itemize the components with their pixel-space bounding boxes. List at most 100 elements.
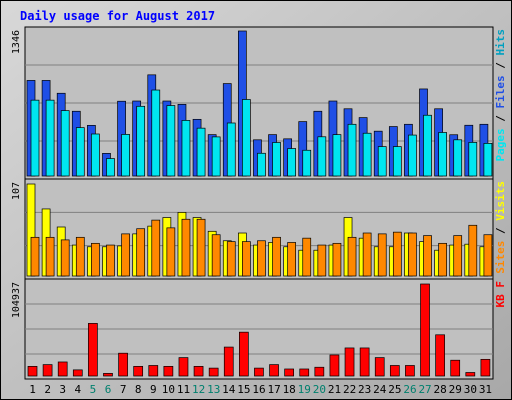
- x-label-day-28: 28: [434, 383, 447, 396]
- bar-kb-f-3: [57, 361, 68, 377]
- bar-sites-30: [468, 224, 478, 277]
- bar-pages-2: [45, 99, 55, 177]
- bar-kb-f-4: [72, 369, 83, 377]
- bar-sites-4: [75, 236, 85, 277]
- bar-pages-14: [226, 122, 236, 177]
- bar-sites-19: [302, 237, 312, 277]
- bar-pages-11: [181, 120, 191, 177]
- legend-separator: /: [494, 109, 507, 129]
- x-label-day-18: 18: [283, 383, 296, 396]
- bar-sites-23: [362, 232, 372, 277]
- bar-pages-21: [332, 134, 342, 177]
- bottom-max-label: 104937: [11, 282, 22, 318]
- bar-kb-f-20: [314, 366, 325, 377]
- bar-sites-20: [317, 244, 327, 277]
- x-label-day-9: 9: [150, 383, 157, 396]
- x-label-day-2: 2: [44, 383, 51, 396]
- legend-kb-f: KB F: [494, 281, 507, 308]
- legend-separator: /: [494, 56, 507, 76]
- x-label-day-10: 10: [162, 383, 175, 396]
- x-label-day-15: 15: [237, 383, 250, 396]
- bar-pages-25: [392, 146, 402, 177]
- bar-kb-f-5: [88, 323, 98, 377]
- bar-kb-f-12: [193, 366, 204, 377]
- chart-title: Daily usage for August 2017: [20, 9, 215, 23]
- bar-sites-11: [181, 218, 191, 277]
- bar-sites-22: [347, 236, 357, 277]
- x-label-day-27: 27: [418, 383, 431, 396]
- bar-sites-3: [60, 239, 70, 277]
- x-label-day-25: 25: [388, 383, 401, 396]
- x-label-day-24: 24: [373, 383, 387, 396]
- bar-pages-10: [166, 105, 176, 177]
- bar-kb-f-15: [239, 331, 249, 377]
- bar-kb-f-26: [405, 365, 415, 377]
- x-label-day-21: 21: [328, 383, 341, 396]
- bar-kb-f-25: [389, 365, 400, 377]
- legend-group: Pages / Files / Hits Sites / Visits KB F: [494, 29, 507, 308]
- bar-kb-f-13: [208, 367, 219, 377]
- legend-pages: Pages: [494, 128, 507, 161]
- bar-pages-20: [317, 136, 327, 177]
- legend-sites: Sites: [494, 241, 507, 274]
- bar-sites-27: [423, 235, 432, 277]
- bar-kb-f-24: [374, 357, 385, 377]
- bar-kb-f-27: [420, 283, 430, 377]
- bar-kb-f-29: [450, 359, 461, 377]
- bar-kb-f-17: [269, 364, 279, 377]
- bar-kb-f-22: [344, 347, 355, 377]
- bar-pages-23: [362, 132, 372, 177]
- x-label-day-26: 26: [403, 383, 416, 396]
- x-label-day-7: 7: [120, 383, 127, 396]
- top-legend: Pages / Files / Hits: [494, 29, 507, 162]
- x-label-day-13: 13: [207, 383, 220, 396]
- x-label-day-30: 30: [464, 383, 477, 396]
- legend-visits: Visits: [494, 181, 507, 221]
- bar-sites-26: [408, 232, 417, 277]
- x-label-day-4: 4: [75, 383, 82, 396]
- x-label-day-22: 22: [343, 383, 356, 396]
- top-max-label: 1346: [11, 30, 22, 54]
- bar-pages-22: [347, 123, 357, 177]
- bar-kb-f-9: [148, 365, 159, 377]
- bar-pages-1: [30, 99, 40, 177]
- bar-kb-f-28: [435, 334, 445, 377]
- bar-sites-8: [136, 228, 146, 277]
- bar-kb-f-18: [284, 368, 294, 377]
- bar-pages-8: [136, 105, 146, 177]
- legend-separator: /: [494, 221, 507, 241]
- bar-kb-f-30: [465, 372, 476, 377]
- bar-pages-18: [287, 148, 296, 177]
- middle-legend: Sites / Visits: [494, 181, 507, 274]
- bar-kb-f-16: [254, 367, 264, 377]
- bar-pages-5: [91, 133, 100, 177]
- x-label-day-31: 31: [479, 383, 492, 396]
- bar-sites-10: [166, 227, 176, 277]
- bar-pages-15: [242, 99, 251, 177]
- bar-pages-9: [151, 89, 161, 177]
- bar-pages-12: [196, 127, 206, 177]
- x-label-day-6: 6: [105, 383, 112, 396]
- panels-group: [24, 26, 494, 380]
- x-label-day-20: 20: [313, 383, 326, 396]
- x-label-day-1: 1: [29, 383, 36, 396]
- bar-sites-7: [121, 233, 130, 277]
- bar-sites-5: [91, 242, 100, 277]
- bar-sites-13: [211, 234, 221, 277]
- bar-pages-17: [272, 142, 281, 177]
- x-label-day-3: 3: [59, 383, 66, 396]
- bar-sites-29: [453, 235, 463, 277]
- bar-sites-31: [483, 234, 493, 277]
- bar-sites-1: [30, 236, 40, 277]
- x-label-day-14: 14: [222, 383, 236, 396]
- x-label-day-19: 19: [298, 383, 311, 396]
- bar-kb-f-10: [163, 366, 174, 377]
- bar-sites-14: [226, 241, 236, 277]
- bar-sites-25: [392, 231, 402, 277]
- x-label-day-17: 17: [267, 383, 280, 396]
- bar-kb-f-31: [480, 358, 491, 377]
- bar-pages-27: [423, 114, 432, 177]
- bar-pages-4: [75, 127, 85, 177]
- bar-pages-28: [438, 132, 447, 177]
